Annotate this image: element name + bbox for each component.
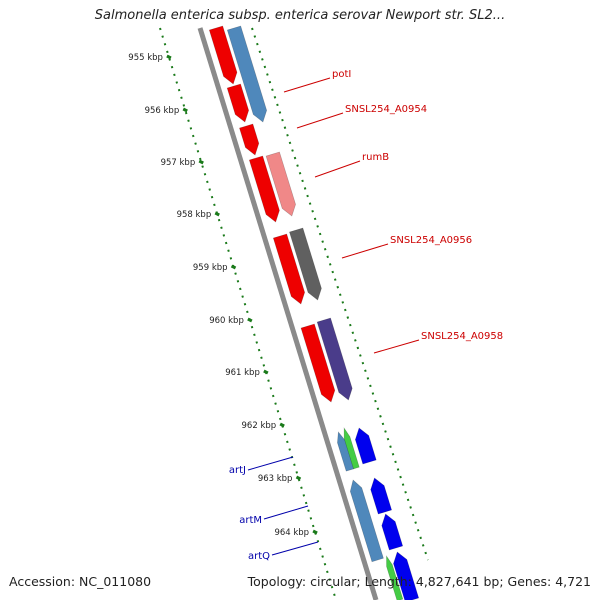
- kbp-label: 963 kbp: [258, 474, 293, 484]
- gene-label[interactable]: SNSL254_A0958: [421, 331, 503, 342]
- gene-labels: potI SNSL254_A0954 rumB SNSL254_A0956 SNSL25…: [229, 69, 503, 562]
- cds-feature[interactable]: [265, 151, 296, 217]
- kbp-tick: [263, 369, 269, 375]
- accession-text: Accession: NC_011080: [9, 574, 152, 589]
- kbp-tick: [247, 317, 253, 323]
- genome-summary: Topology: circular; Length: 4,827,641 bp…: [247, 574, 591, 589]
- cds-feature[interactable]: [316, 317, 353, 401]
- kbp-tick: [279, 422, 285, 428]
- kbp-tick: [214, 211, 220, 217]
- cds-feature[interactable]: [349, 479, 384, 563]
- label-leader-line: [296, 112, 344, 129]
- gene-feature[interactable]: [272, 233, 305, 305]
- label-leader-line: [314, 160, 361, 178]
- gene-feature[interactable]: [226, 83, 249, 123]
- map-title: Salmonella enterica subsp. enterica sero…: [94, 8, 506, 23]
- kbp-label: 957 kbp: [161, 158, 196, 168]
- label-leader-line: [263, 505, 309, 520]
- gene-feature[interactable]: [386, 555, 404, 600]
- backbone: [197, 27, 379, 600]
- kbp-label: 964 kbp: [274, 528, 309, 538]
- kbp-tick: [198, 159, 204, 165]
- gene-feature[interactable]: [300, 323, 336, 403]
- gene-feature[interactable]: [381, 513, 404, 551]
- label-leader-line: [341, 243, 389, 259]
- kbp-label: 962 kbp: [242, 421, 277, 431]
- kbp-label: 959 kbp: [193, 263, 228, 273]
- kbp-tick: [295, 475, 302, 481]
- gene-feature[interactable]: [239, 123, 260, 156]
- gene-label[interactable]: rumB: [362, 152, 389, 163]
- label-leader-line: [271, 541, 319, 556]
- kbp-tick: [230, 264, 237, 270]
- cds-feature[interactable]: [226, 25, 267, 123]
- gene-label[interactable]: SNSL254_A0954: [345, 104, 427, 115]
- kbp-label: 956 kbp: [145, 106, 180, 116]
- kbp-label: 960 kbp: [209, 316, 244, 326]
- gene-label[interactable]: artM: [239, 515, 262, 526]
- gene-feature[interactable]: [355, 427, 377, 465]
- gene-feature[interactable]: [208, 25, 238, 85]
- kbp-label: 955 kbp: [128, 53, 163, 63]
- gene-feature[interactable]: [248, 155, 280, 223]
- kbp-label: 958 kbp: [177, 210, 212, 220]
- gene-label[interactable]: SNSL254_A0956: [390, 235, 472, 246]
- label-leader-line: [283, 77, 331, 93]
- kbp-tick: [182, 107, 188, 113]
- cds-feature[interactable]: [337, 431, 355, 472]
- gene-feature[interactable]: [343, 427, 360, 470]
- gene-features: [208, 25, 420, 600]
- cds-feature[interactable]: [289, 227, 322, 301]
- label-leader-line: [247, 456, 294, 471]
- kbp-scale: 955 kbp 956 kbp 957 kbp 958 kbp 959 kbp 960 k…: [128, 53, 318, 538]
- gene-label[interactable]: potI: [332, 69, 351, 80]
- label-leader-line: [373, 339, 420, 354]
- kbp-label: 961 kbp: [225, 368, 260, 378]
- gene-label[interactable]: artQ: [248, 551, 270, 562]
- kbp-tick: [166, 54, 172, 60]
- kbp-tick: [312, 529, 318, 535]
- gene-label[interactable]: artJ: [229, 465, 246, 476]
- gene-feature[interactable]: [393, 551, 420, 600]
- gene-feature[interactable]: [370, 477, 392, 515]
- outer-tick-track: [251, 27, 429, 561]
